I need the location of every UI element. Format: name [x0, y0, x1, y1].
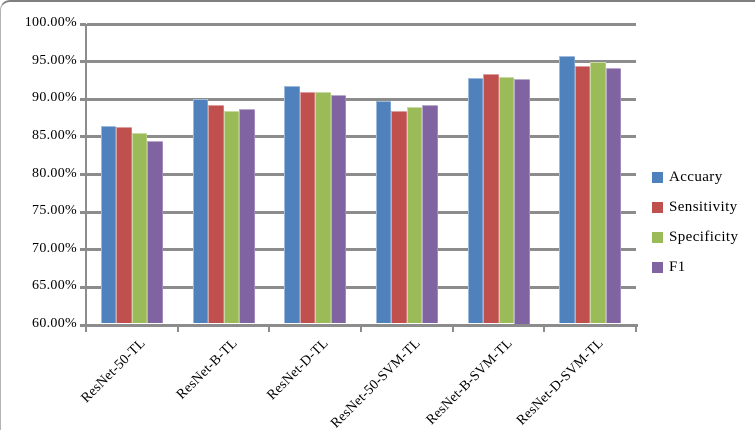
- x-axis-tick: [451, 326, 454, 332]
- x-axis: [85, 323, 638, 327]
- y-axis-tick-label: 75.00%: [32, 203, 77, 219]
- bar-accuary-resnet-b-svm-tl: [467, 78, 483, 324]
- gridline: [87, 60, 636, 64]
- bar-specificity-resnet-50-tl: [131, 133, 148, 324]
- x-axis-tick: [543, 326, 546, 332]
- gridline: [87, 285, 636, 289]
- y-axis-tick: [80, 173, 86, 176]
- y-axis-tick-label: 95.00%: [32, 52, 77, 68]
- legend-item-accuary: Accuary: [652, 167, 738, 187]
- gridline: [87, 135, 636, 139]
- y-axis-tick: [80, 210, 86, 214]
- bar-specificity-resnet-b-svm-tl: [498, 76, 514, 324]
- bar-sensitivity-resnet-50-tl: [116, 127, 132, 324]
- bar-sensitivity-resnet-b-tl: [208, 105, 224, 324]
- y-axis-tick-label: 60.00%: [32, 316, 77, 331]
- y-axis-tick: [80, 135, 86, 139]
- bar-accuary-resnet-50-svm-tl: [375, 100, 392, 324]
- bar-f1-resnet-50-tl: [147, 140, 163, 324]
- gridline: [87, 22, 636, 26]
- legend-label: Specificity: [669, 228, 739, 245]
- bar-accuary-resnet-d-tl: [284, 86, 300, 324]
- legend-marker-sensitivity: [652, 201, 663, 213]
- legend-label: Sensitivity: [669, 198, 738, 215]
- y-axis-tick-label: 85.00%: [32, 127, 77, 143]
- y-axis-tick: [80, 323, 86, 327]
- bar-specificity-resnet-50-svm-tl: [406, 106, 423, 324]
- gridline: [87, 97, 636, 101]
- bar-specificity-resnet-d-tl: [315, 91, 331, 324]
- bar-accuary-resnet-d-svm-tl: [559, 56, 575, 324]
- y-axis-tick-label: 70.00%: [32, 240, 77, 256]
- y-axis-tick: [80, 22, 86, 26]
- gridline: [87, 248, 636, 252]
- y-axis: [85, 24, 87, 331]
- x-axis-tick: [176, 326, 179, 332]
- bar-f1-resnet-b-tl: [239, 109, 255, 324]
- legend-marker-specificity: [652, 231, 663, 243]
- bar-f1-resnet-50-svm-tl: [422, 105, 438, 324]
- bar-specificity-resnet-d-svm-tl: [590, 62, 606, 324]
- bar-specificity-resnet-b-tl: [223, 111, 239, 324]
- bar-f1-resnet-d-svm-tl: [605, 68, 622, 324]
- bar-f1-resnet-b-svm-tl: [514, 78, 530, 324]
- legend: Accuary Sensitivity Specificity F1: [652, 167, 738, 277]
- legend-item-sensitivity: Sensitivity: [652, 197, 738, 217]
- legend-item-f1: F1: [652, 257, 738, 277]
- x-axis-tick: [360, 326, 362, 332]
- bar-sensitivity-resnet-50-svm-tl: [391, 110, 407, 324]
- legend-label: F1: [669, 258, 686, 275]
- y-axis-tick: [80, 248, 86, 252]
- bar-f1-resnet-d-tl: [330, 94, 347, 324]
- y-axis-tick-label: 90.00%: [32, 90, 77, 106]
- bar-sensitivity-resnet-b-svm-tl: [483, 74, 499, 324]
- y-axis-tick-label: 100.00%: [24, 15, 77, 30]
- y-axis-tick: [80, 285, 86, 289]
- x-axis-tick: [268, 326, 271, 332]
- y-axis-tick-label: 65.00%: [32, 278, 77, 294]
- legend-marker-f1: [652, 261, 663, 273]
- y-axis-tick: [80, 97, 86, 101]
- bar-sensitivity-resnet-d-svm-tl: [574, 66, 591, 324]
- x-axis-tick: [635, 326, 637, 332]
- legend-item-specificity: Specificity: [652, 227, 738, 247]
- bar-accuary-resnet-50-tl: [100, 125, 117, 324]
- legend-marker-accuary: [652, 171, 663, 183]
- gridline: [87, 210, 636, 214]
- legend-label: Accuary: [669, 168, 723, 185]
- bar-accuary-resnet-b-tl: [192, 98, 208, 324]
- gridline: [87, 173, 636, 176]
- x-axis-tick: [85, 326, 87, 332]
- bar-sensitivity-resnet-d-tl: [299, 92, 316, 324]
- y-axis-tick-label: 80.00%: [32, 165, 77, 181]
- y-axis-tick: [80, 60, 86, 64]
- x-axis-label-resnet-50-tl: ResNet-50-TL: [78, 336, 149, 407]
